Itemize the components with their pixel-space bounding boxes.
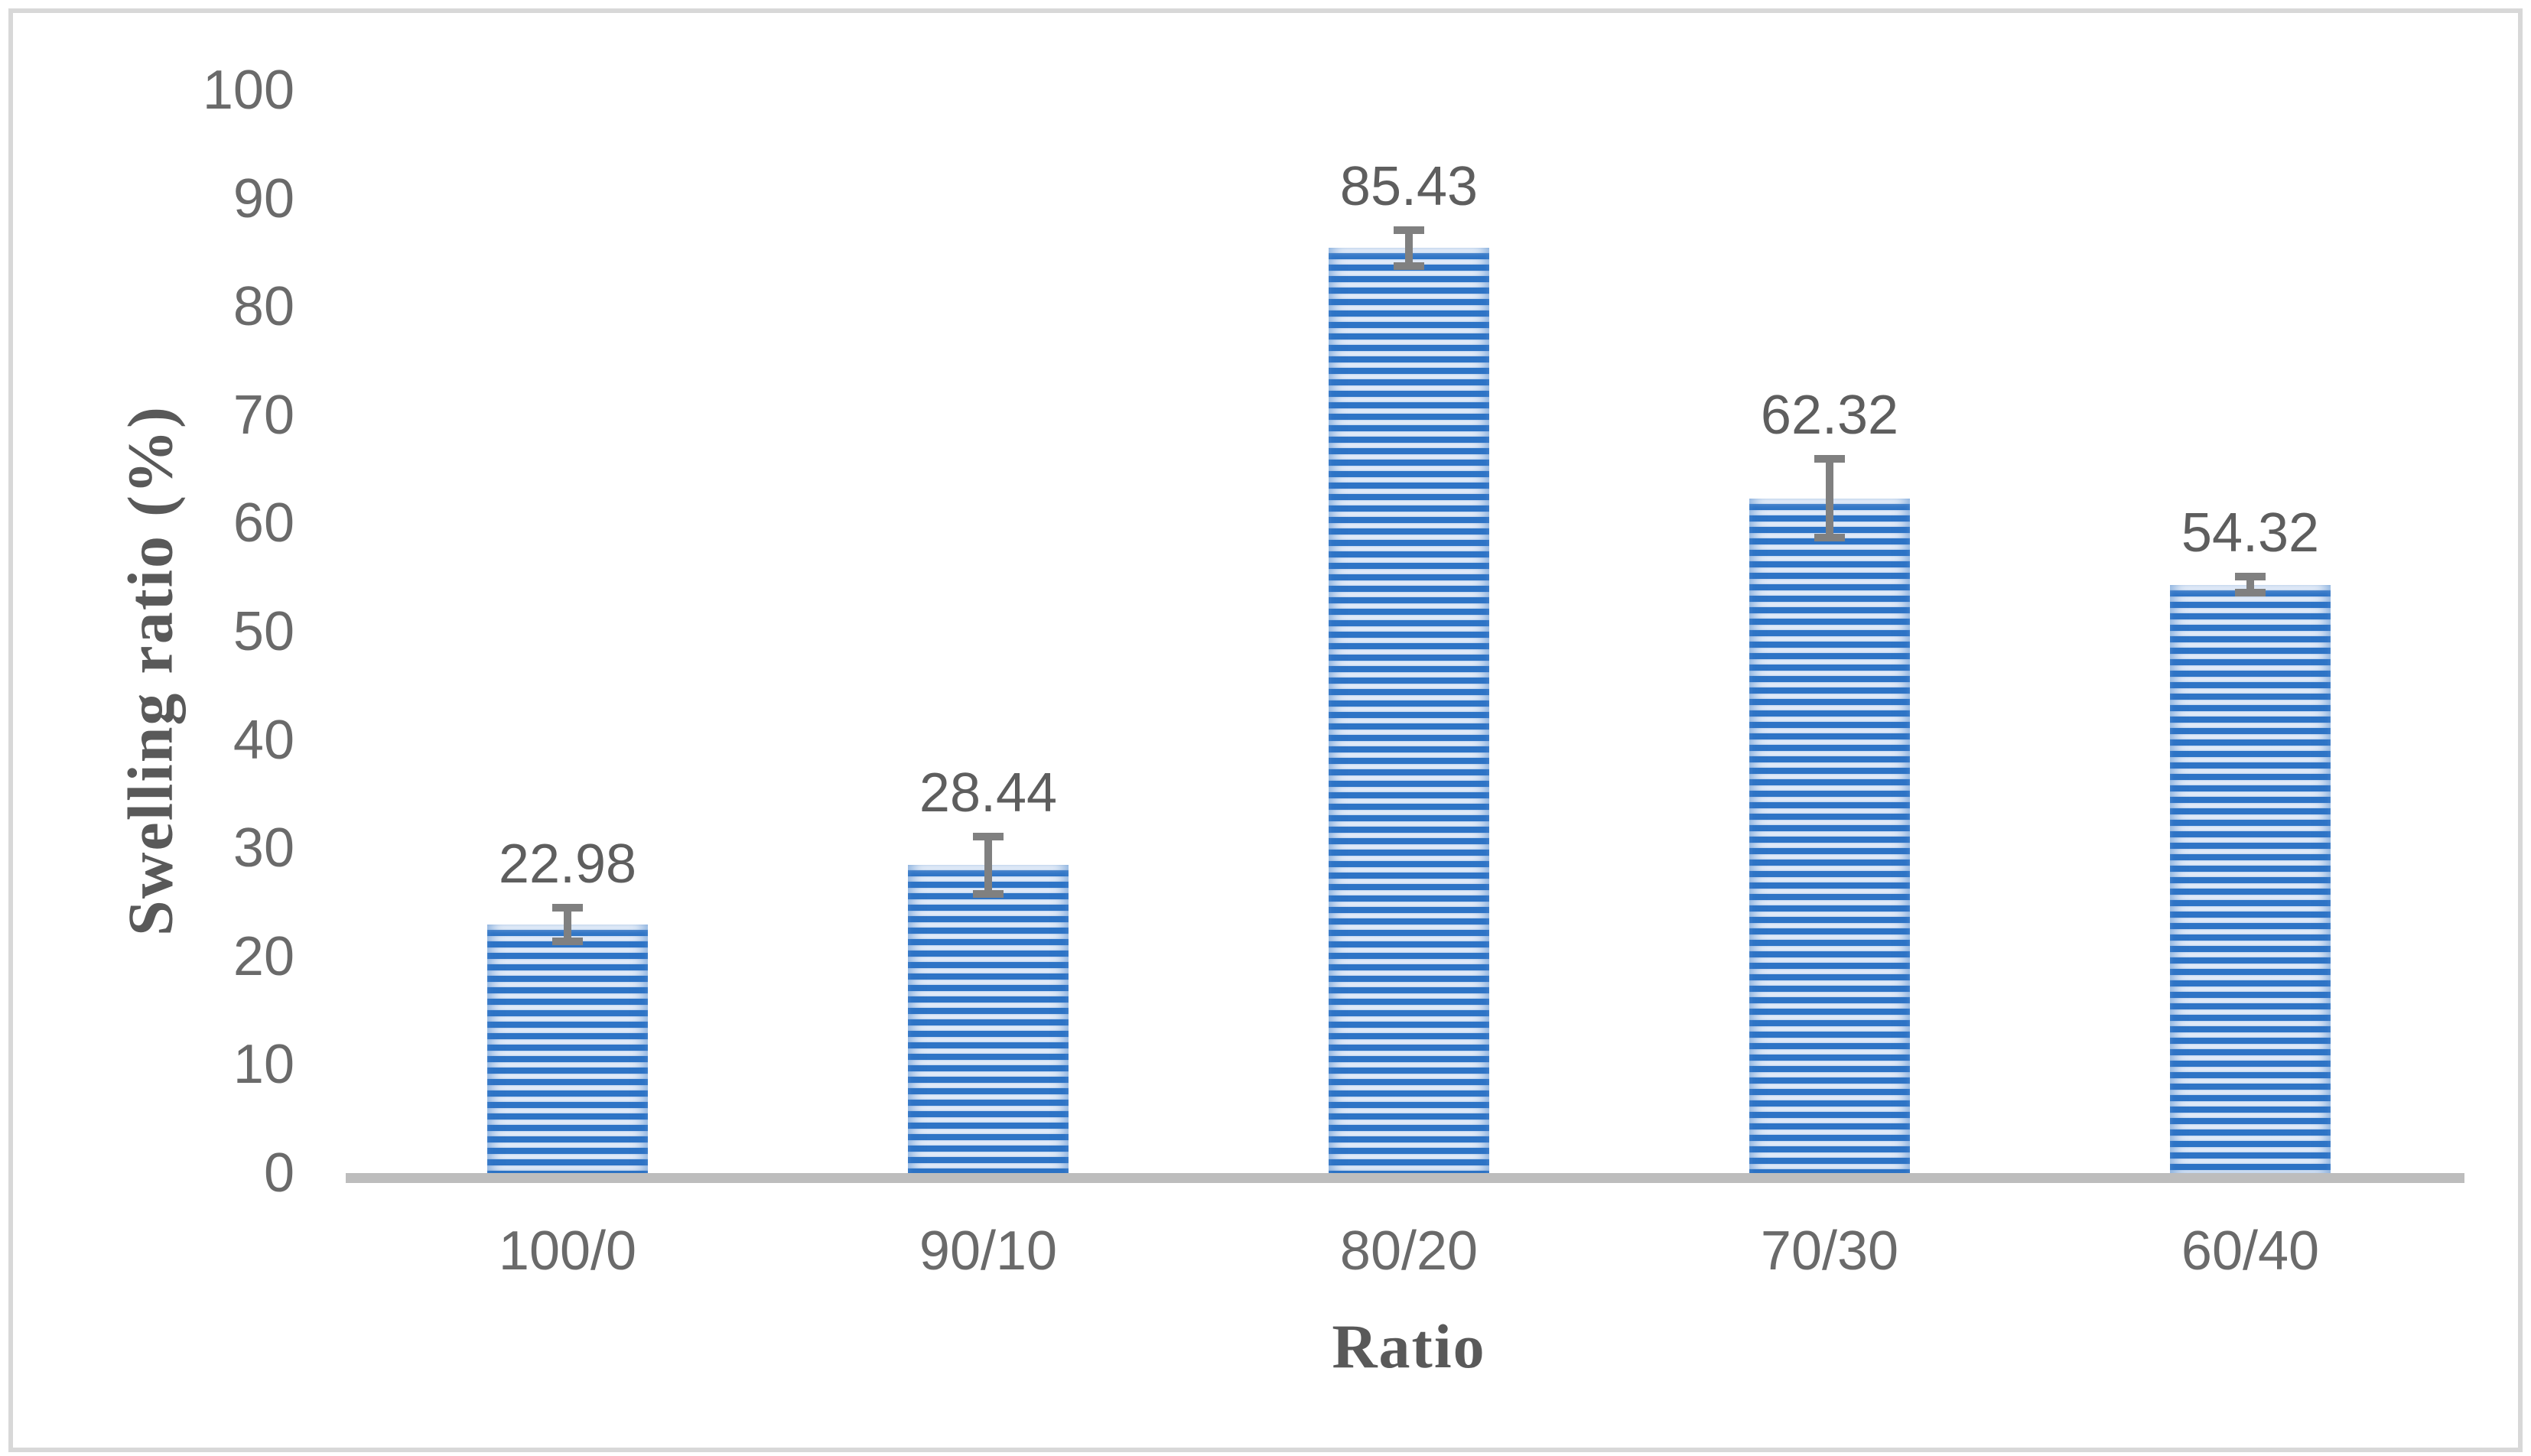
data-label: 28.44 (919, 762, 1058, 824)
data-label: 22.98 (498, 833, 637, 895)
y-tick-label: 40 (233, 709, 294, 771)
error-bar-top-cap (2235, 573, 2266, 581)
error-bar-line (1826, 454, 1833, 542)
error-bar-bottom-cap (2235, 589, 2266, 597)
error-bar-bottom-cap (1814, 534, 1845, 542)
error-bar-bottom-cap (552, 937, 583, 945)
y-tick-label: 70 (233, 384, 294, 446)
y-axis-title: Swelling ratio (%) (115, 405, 187, 936)
y-tick-label: 20 (233, 925, 294, 987)
y-tick-label: 10 (233, 1034, 294, 1096)
error-bar-top-cap (973, 832, 1004, 840)
bar (908, 865, 1069, 1173)
y-tick-label: 90 (233, 167, 294, 229)
y-tick-label: 60 (233, 492, 294, 554)
chart-frame: 0 10 20 30 40 50 60 70 80 90 100 22.98 28.44 85.43 62… (8, 8, 2523, 1452)
data-label: 54.32 (2181, 502, 2320, 564)
plot-area: 0 10 20 30 40 50 60 70 80 90 100 22.98 28.44 85.43 62… (13, 13, 2518, 1448)
y-tick-label: 0 (263, 1142, 294, 1204)
error-bar-bottom-cap (973, 889, 1004, 898)
error-bar-line (1405, 226, 1413, 270)
data-label: 62.32 (1760, 384, 1899, 446)
x-tick-label: 100/0 (498, 1220, 637, 1282)
error-bar-line (564, 903, 571, 945)
error-bar-top-cap (1394, 226, 1424, 234)
error-bar-line (984, 832, 992, 898)
error-bar-top-cap (552, 903, 583, 912)
x-tick-label: 60/40 (2181, 1220, 2320, 1282)
error-bar-bottom-cap (1394, 262, 1424, 270)
x-axis-title: Ratio (1332, 1311, 1486, 1381)
y-tick-label: 50 (233, 601, 294, 662)
data-label: 85.43 (1339, 155, 1479, 217)
bar (2170, 584, 2331, 1173)
y-tick-label: 100 (202, 60, 294, 121)
x-axis-line (346, 1173, 2464, 1183)
error-bar-top-cap (1814, 454, 1845, 463)
x-tick-label: 70/30 (1760, 1220, 1899, 1282)
error-bar-line (2246, 573, 2254, 597)
bar (1749, 498, 1910, 1173)
bar (487, 924, 648, 1173)
y-tick-label: 30 (233, 817, 294, 879)
y-tick-label: 80 (233, 276, 294, 338)
bar (1329, 248, 1489, 1173)
x-tick-label: 90/10 (919, 1220, 1058, 1282)
x-tick-label: 80/20 (1339, 1220, 1479, 1282)
